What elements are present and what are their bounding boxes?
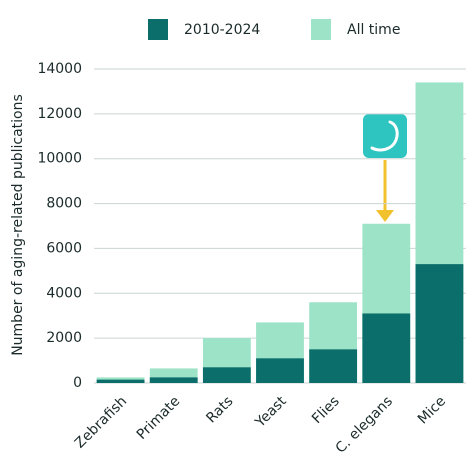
x-tick-label: Yeast	[252, 393, 290, 431]
y-tick-label: 2000	[46, 330, 82, 346]
x-tick-label: Rats	[203, 393, 236, 426]
y-tick-label: 8000	[46, 196, 82, 212]
bar	[256, 358, 304, 383]
bar	[202, 367, 251, 383]
bar	[415, 264, 464, 383]
legend-swatch	[148, 19, 168, 40]
x-tick-label: Primate	[134, 393, 184, 443]
bar	[309, 349, 358, 383]
y-tick-label: 6000	[46, 240, 82, 256]
legend-swatch	[311, 19, 331, 40]
bar	[362, 313, 411, 383]
x-tick-label: Zebrafish	[72, 393, 130, 451]
legend: 2010-2024 All time	[148, 19, 400, 40]
legend-label: 2010-2024	[184, 22, 260, 38]
legend-label: All time	[347, 22, 400, 38]
x-tick-label: Mice	[415, 393, 449, 427]
bar	[149, 377, 198, 383]
y-tick-label: 14000	[37, 61, 82, 77]
annotation-icon	[363, 114, 407, 222]
y-tick-label: 10000	[37, 151, 82, 167]
y-tick-label: 0	[73, 375, 82, 391]
y-axis-label: Number of aging-related publications	[10, 94, 26, 356]
bar	[96, 379, 145, 383]
x-tick-label: Flies	[309, 393, 343, 427]
y-tick-label: 12000	[37, 106, 82, 122]
x-tick-label: C. elegans	[333, 393, 396, 456]
y-tick-label: 4000	[46, 285, 82, 301]
